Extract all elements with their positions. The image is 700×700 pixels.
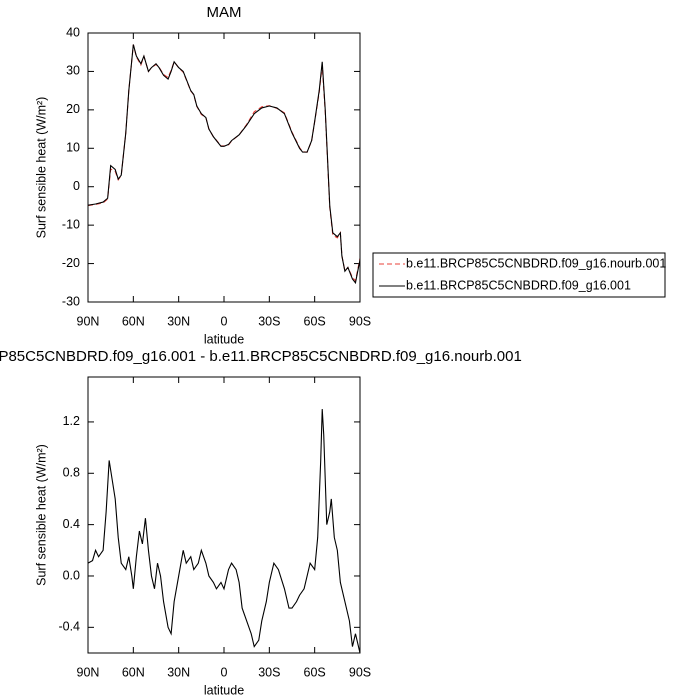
x-tick-label: 90N <box>77 665 100 679</box>
x-tick-label: 60N <box>122 314 145 328</box>
chart-title: b.e11.BRCP85C5CNBDRD.f09_g16.001 - b.e11… <box>0 348 522 365</box>
y-tick-label: -0.4 <box>58 620 80 634</box>
y-axis-label: Surf sensible heat (W/m²) <box>34 97 48 239</box>
y-tick-label: 0.0 <box>63 568 80 582</box>
y-tick-label: -30 <box>62 294 80 308</box>
x-tick-label: 90N <box>77 314 100 328</box>
x-tick-label: 0 <box>221 314 228 328</box>
x-tick-label: 30S <box>258 665 280 679</box>
plot-frame <box>87 32 361 303</box>
x-tick-label: 60N <box>122 665 145 679</box>
x-tick-label: 30N <box>167 314 190 328</box>
data-line <box>88 44 360 285</box>
x-axis-label: latitude <box>204 332 244 346</box>
y-tick-label: -10 <box>62 217 80 231</box>
y-tick-label: -20 <box>62 256 80 270</box>
data-line <box>88 44 360 283</box>
x-tick-label: 30S <box>258 314 280 328</box>
x-axis-label: latitude <box>204 683 244 697</box>
legend-label: b.e11.BRCP85C5CNBDRD.f09_g16.nourb.001 <box>406 256 666 270</box>
x-tick-label: 30N <box>167 665 190 679</box>
data-line <box>88 409 360 653</box>
x-tick-label: 90S <box>349 314 371 328</box>
y-tick-label: 10 <box>66 141 80 155</box>
x-tick-label: 0 <box>221 665 228 679</box>
plot-frame <box>87 376 361 654</box>
y-tick-label: 0.4 <box>63 517 80 531</box>
x-tick-label: 60S <box>304 314 326 328</box>
chart-title: MAM <box>207 4 242 21</box>
legend-box <box>372 252 666 298</box>
legend-label: b.e11.BRCP85C5CNBDRD.f09_g16.001 <box>406 278 631 292</box>
y-tick-label: 0 <box>73 179 80 193</box>
y-tick-label: 40 <box>66 25 80 39</box>
y-tick-label: 1.2 <box>63 414 80 428</box>
y-tick-label: 0.8 <box>63 466 80 480</box>
y-tick-label: 30 <box>66 64 80 78</box>
x-tick-label: 90S <box>349 665 371 679</box>
y-axis-label: Surf sensible heat (W/m²) <box>34 444 48 586</box>
y-tick-label: 20 <box>66 102 80 116</box>
x-tick-label: 60S <box>304 665 326 679</box>
